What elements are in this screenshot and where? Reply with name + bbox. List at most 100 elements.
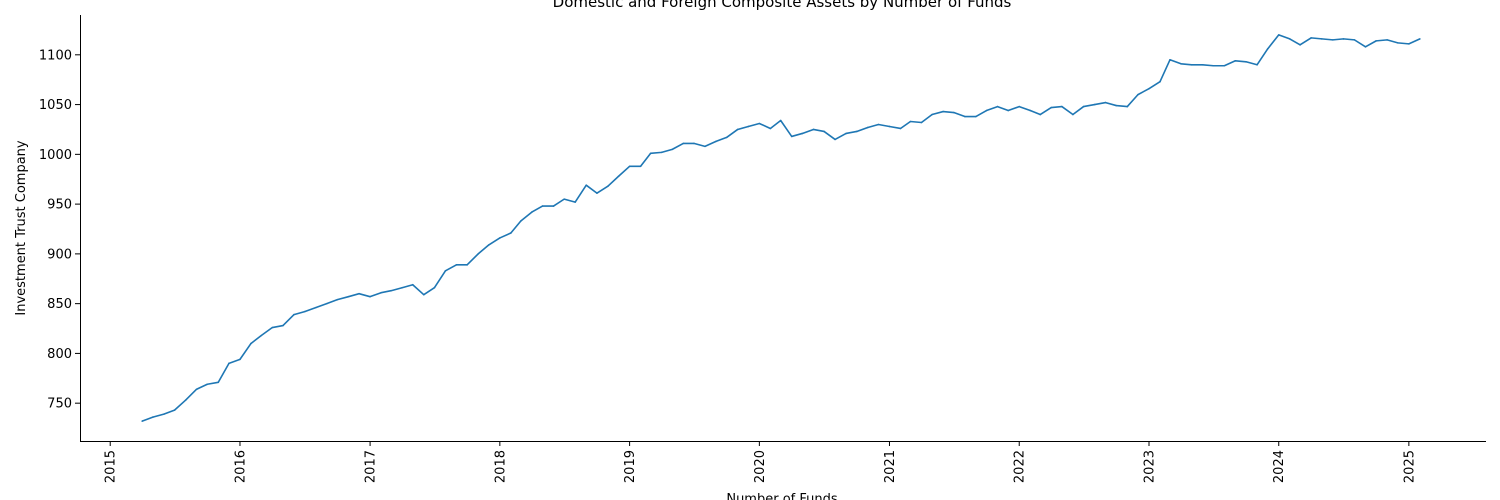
data-point bbox=[260, 334, 263, 337]
data-point bbox=[585, 184, 588, 186]
data-point bbox=[845, 132, 847, 135]
y-tick-label: 1100 bbox=[39, 48, 72, 63]
data-point bbox=[790, 135, 793, 138]
data-point bbox=[271, 326, 274, 329]
data-point bbox=[639, 165, 642, 168]
data-point bbox=[996, 105, 999, 108]
series-layer bbox=[141, 34, 1421, 422]
data-point bbox=[282, 324, 284, 327]
data-point bbox=[541, 205, 544, 207]
data-point bbox=[801, 132, 804, 135]
data-point bbox=[1115, 104, 1118, 107]
data-point bbox=[1310, 37, 1312, 39]
data-point bbox=[250, 342, 252, 345]
data-point bbox=[1256, 63, 1258, 66]
data-point bbox=[855, 130, 858, 133]
data-point bbox=[411, 283, 414, 286]
data-point bbox=[380, 291, 382, 294]
data-point bbox=[736, 128, 739, 131]
data-point bbox=[812, 128, 815, 131]
data-point bbox=[1320, 38, 1323, 40]
data-point bbox=[693, 142, 695, 145]
data-point bbox=[1397, 42, 1399, 44]
data-point bbox=[985, 109, 988, 112]
x-tick-label: 2022 bbox=[1013, 450, 1028, 483]
data-point bbox=[1093, 103, 1096, 106]
data-point bbox=[1159, 80, 1161, 83]
data-point bbox=[909, 120, 912, 123]
x-tick-label: 2017 bbox=[364, 450, 379, 483]
data-point bbox=[563, 198, 565, 200]
data-point bbox=[195, 388, 198, 391]
data-point bbox=[617, 175, 620, 178]
y-tick-label: 800 bbox=[47, 347, 72, 362]
data-point bbox=[1331, 39, 1334, 41]
data-point bbox=[206, 383, 209, 386]
data-point bbox=[628, 165, 631, 168]
data-point bbox=[1039, 113, 1041, 116]
data-point bbox=[1148, 87, 1150, 90]
data-point bbox=[422, 293, 425, 296]
data-point bbox=[747, 125, 750, 128]
data-point bbox=[1288, 38, 1291, 40]
y-tick-label: 850 bbox=[47, 297, 72, 312]
x-tick-label: 2024 bbox=[1272, 450, 1287, 483]
data-point bbox=[1364, 46, 1367, 48]
data-point bbox=[552, 205, 555, 207]
data-point bbox=[920, 121, 923, 124]
data-point bbox=[217, 381, 220, 384]
data-point bbox=[499, 237, 501, 239]
data-point bbox=[303, 310, 306, 313]
x-tick-label: 2020 bbox=[753, 450, 768, 483]
data-point bbox=[239, 358, 241, 361]
data-point bbox=[953, 111, 955, 114]
data-point bbox=[964, 115, 966, 118]
chart-title: Domestic and Foreign Composite Assets by… bbox=[553, 0, 1012, 11]
x-tick-label: 2018 bbox=[493, 450, 508, 483]
data-point bbox=[358, 292, 360, 295]
data-point bbox=[466, 264, 468, 266]
data-point bbox=[834, 138, 836, 141]
data-point bbox=[1007, 109, 1010, 112]
data-point bbox=[390, 289, 392, 292]
data-point bbox=[888, 125, 891, 128]
data-point bbox=[1137, 93, 1139, 96]
data-point bbox=[336, 298, 339, 301]
data-point bbox=[899, 127, 902, 130]
data-point bbox=[715, 140, 717, 143]
x-tick-label: 2015 bbox=[104, 450, 119, 483]
y-tick-label: 900 bbox=[47, 247, 72, 262]
x-tick-label: 2021 bbox=[883, 450, 898, 483]
series-line bbox=[141, 34, 1421, 422]
y-tick-label: 1050 bbox=[39, 98, 72, 113]
data-point bbox=[347, 295, 350, 298]
data-point bbox=[1266, 48, 1269, 50]
data-point bbox=[184, 399, 187, 401]
data-point bbox=[942, 110, 944, 113]
data-point bbox=[660, 151, 663, 154]
data-point bbox=[1029, 109, 1032, 112]
data-point bbox=[704, 145, 706, 148]
data-point bbox=[510, 232, 512, 234]
data-point bbox=[671, 148, 674, 151]
y-axis-label: Investment Trust Company bbox=[14, 140, 29, 316]
x-tick-label: 2025 bbox=[1402, 450, 1417, 483]
x-tick-label: 2019 bbox=[623, 450, 638, 483]
data-point bbox=[1353, 39, 1356, 41]
data-point bbox=[1386, 39, 1388, 41]
data-point bbox=[1072, 113, 1074, 116]
data-point bbox=[1082, 105, 1085, 108]
data-point bbox=[1299, 44, 1301, 46]
data-point bbox=[455, 264, 458, 266]
data-point bbox=[1126, 105, 1129, 108]
data-point bbox=[779, 119, 782, 122]
data-point bbox=[293, 313, 295, 316]
data-point bbox=[141, 420, 144, 422]
data-point bbox=[1212, 64, 1215, 67]
x-axis: 2015 2016 2017 2018 2019 2020 2021 2022 2023 2024… bbox=[104, 441, 1417, 483]
data-point bbox=[1018, 105, 1021, 108]
data-point bbox=[163, 413, 165, 415]
data-point bbox=[682, 142, 685, 145]
data-point bbox=[477, 253, 479, 255]
